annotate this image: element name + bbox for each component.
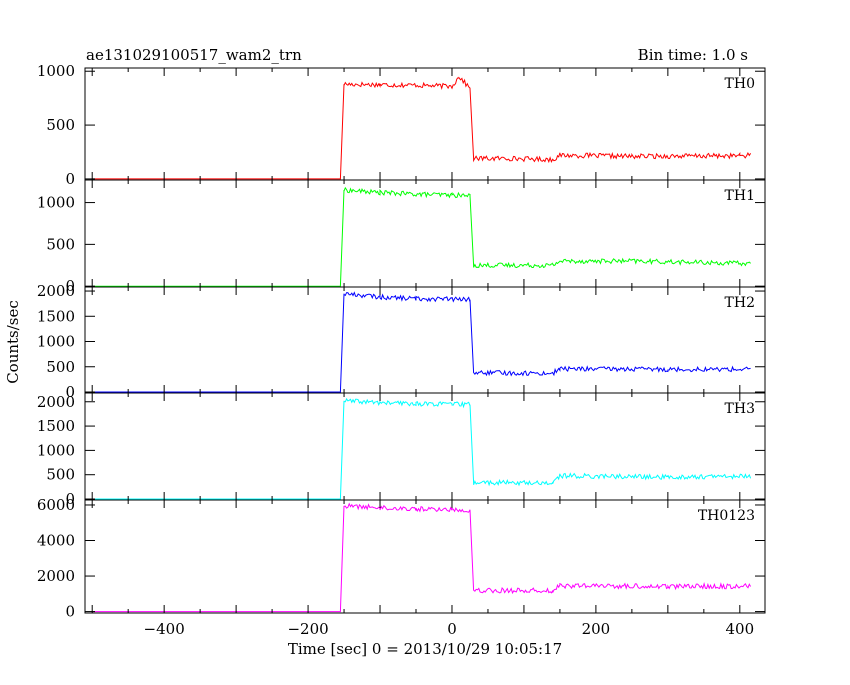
y-axis-label: Counts/sec xyxy=(4,300,22,384)
chart-title: ae131029100517_wam2_trn xyxy=(86,46,302,64)
y-tick-label-th3: 2000 xyxy=(37,393,75,411)
series-line-th1 xyxy=(92,186,751,287)
panel-th2: 0 500 1000 1500 2000 TH2 xyxy=(37,282,766,401)
x-tick-label: 200 xyxy=(582,620,611,638)
panel-th1: 0 500 1000 TH1 xyxy=(37,179,766,295)
x-tick-label: 0 xyxy=(447,620,457,638)
y-tick-label-th2: 1500 xyxy=(37,307,75,325)
x-tick-label: −400 xyxy=(144,620,185,638)
bin-time-label: Bin time: 1.0 s xyxy=(638,46,748,64)
panel-th3: 0 500 1000 1500 2000 TH3 xyxy=(37,392,766,508)
y-tick-label-th1: 0 xyxy=(65,277,75,295)
y-tick-label-th0: 500 xyxy=(46,116,75,134)
y-tick-label-th1: 500 xyxy=(46,235,75,253)
panel-frame-th3 xyxy=(84,392,766,501)
series-line-th3 xyxy=(92,397,752,500)
series-line-th0 xyxy=(92,76,752,180)
y-tick-label-th0123: 4000 xyxy=(37,532,75,550)
panel-label-th3: TH3 xyxy=(725,401,755,417)
series-line-th2 xyxy=(92,291,751,393)
panel-label-th2: TH2 xyxy=(725,295,755,311)
y-tick-label-th3: 1000 xyxy=(37,441,75,459)
y-tick-label-th3: 500 xyxy=(46,466,75,484)
panel-frame-th0123 xyxy=(84,499,766,614)
y-tick-label-th2: 2000 xyxy=(37,282,75,300)
panel-th0: 0 500 1000 TH0 xyxy=(37,62,766,188)
y-tick-label-th2: 0 xyxy=(65,383,75,401)
y-tick-label-th0123: 2000 xyxy=(37,567,75,585)
x-tick-label: 400 xyxy=(725,620,754,638)
y-tick-label-th0: 1000 xyxy=(37,62,75,80)
panel-label-th0: TH0 xyxy=(725,76,755,92)
y-tick-label-th0123: 0 xyxy=(65,603,75,621)
y-tick-label-th2: 500 xyxy=(46,358,75,376)
x-tick-label: −200 xyxy=(287,620,328,638)
y-tick-label-th0123: 6000 xyxy=(37,496,75,514)
panel-label-th1: TH1 xyxy=(725,188,755,204)
y-tick-label-th2: 1000 xyxy=(37,333,75,351)
series-line-th0123 xyxy=(92,502,752,613)
panel-frame-th2 xyxy=(84,286,766,394)
panel-th0123: 0 2000 4000 6000 TH0123 xyxy=(37,496,766,621)
y-tick-label-th3: 1500 xyxy=(37,417,75,435)
y-tick-label-th1: 1000 xyxy=(37,194,75,212)
y-tick-label-th0: 0 xyxy=(65,170,75,188)
panel-frame-th1 xyxy=(84,179,766,288)
panel-label-th0123: TH0123 xyxy=(698,508,755,524)
y-tick-label-th3: 0 xyxy=(65,490,75,508)
x-axis-label: Time [sec] 0 = 2013/10/29 10:05:17 xyxy=(288,640,562,658)
